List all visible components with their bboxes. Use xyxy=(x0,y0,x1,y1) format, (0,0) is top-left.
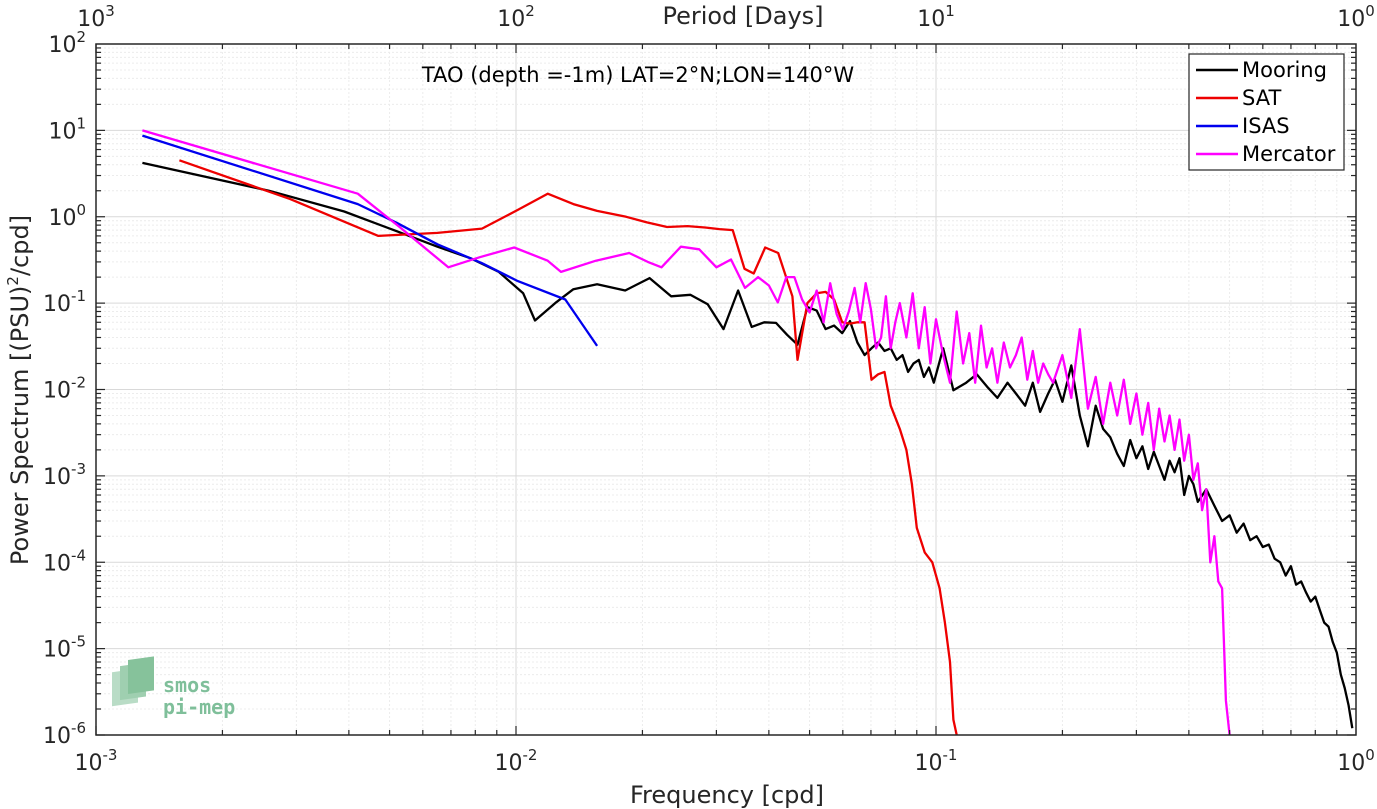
y-tick-label: 10-4 xyxy=(43,546,86,576)
series-line-isas xyxy=(142,134,599,347)
legend: Mooring SAT ISAS Mercator xyxy=(1188,53,1345,171)
y-tick-label: 100 xyxy=(48,201,86,231)
series-line-mooring xyxy=(142,161,1354,729)
y-tick-label: 10-6 xyxy=(43,719,86,749)
x-tick-label: 10-3 xyxy=(75,746,118,776)
x2-tick-label: 101 xyxy=(917,2,955,32)
x2-tick-label: 100 xyxy=(1337,2,1375,32)
logo-text-smos: smos xyxy=(163,673,211,697)
legend-label-mooring: Mooring xyxy=(1242,58,1327,82)
axis-ticks xyxy=(95,44,1356,736)
x-tick-label: 10-2 xyxy=(495,746,538,776)
y-tick-label: 10-3 xyxy=(43,460,86,490)
chart-title: TAO (depth =-1m) LAT=2°N;LON=140°W xyxy=(421,63,855,87)
logo-text-pi-mep: pi-mep xyxy=(163,695,235,719)
y-tick-label: 10-5 xyxy=(43,633,86,663)
smos-pi-mep-logo: smos pi-mep xyxy=(112,656,235,719)
series-layer xyxy=(142,129,1354,736)
series-line-mercator xyxy=(142,129,1231,736)
x2-tick-label: 103 xyxy=(77,2,115,32)
y-tick-label: 101 xyxy=(48,114,86,144)
y-tick-label: 102 xyxy=(48,28,86,58)
y-tick-label: 10-1 xyxy=(43,287,86,317)
legend-box xyxy=(1188,53,1345,171)
legend-label-mercator: Mercator xyxy=(1242,142,1336,166)
x-tick-label: 100 xyxy=(1337,746,1375,776)
x2-tick-label: 102 xyxy=(497,2,535,32)
grid-lines xyxy=(95,44,1356,736)
y-tick-label: 10-2 xyxy=(43,374,86,404)
legend-label-isas: ISAS xyxy=(1242,114,1290,138)
x-axis-label: Frequency [cpd] xyxy=(630,781,824,809)
x2-axis-label: Period [Days] xyxy=(662,2,823,30)
y-axis-label: Power Spectrum [(PSU)2/cpd] xyxy=(4,215,34,565)
series-line-sat xyxy=(179,159,958,736)
legend-label-sat: SAT xyxy=(1242,86,1281,110)
x-tick-label: 10-1 xyxy=(915,746,958,776)
